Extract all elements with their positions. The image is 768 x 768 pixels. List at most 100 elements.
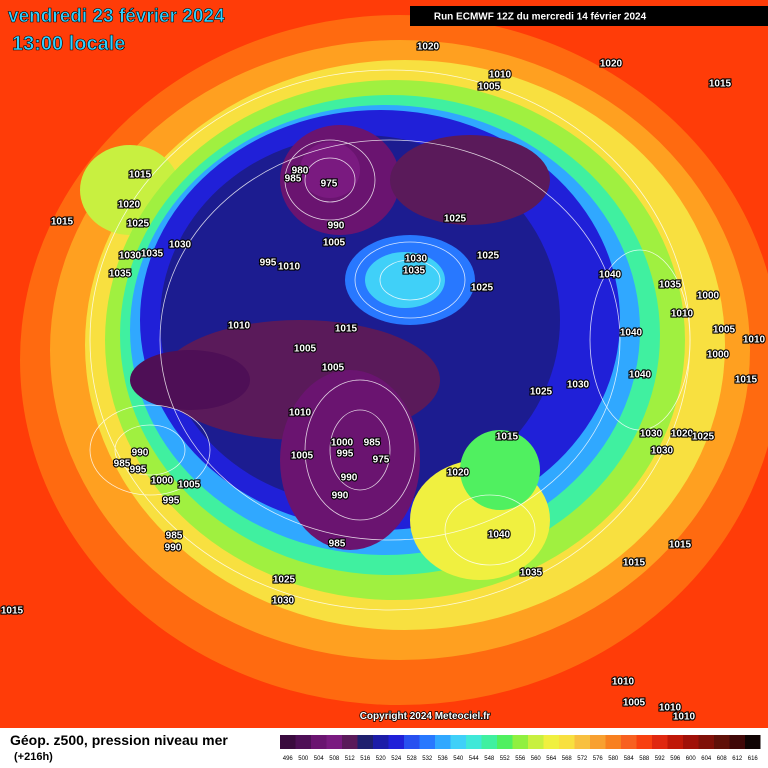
pressure-label: 1015 bbox=[669, 540, 692, 551]
legend-lead: (+216h) bbox=[14, 751, 53, 763]
pressure-label: 1035 bbox=[109, 269, 132, 280]
colorbar-swatch bbox=[652, 735, 668, 749]
pressure-label: 1040 bbox=[488, 530, 511, 541]
pressure-label: 1005 bbox=[323, 238, 346, 249]
pressure-label: 1025 bbox=[530, 387, 553, 398]
colorbar-label: 496 bbox=[283, 756, 294, 762]
colorbar-label: 540 bbox=[453, 756, 464, 762]
colorbar-label: 560 bbox=[531, 756, 542, 762]
pressure-label: 985 bbox=[329, 539, 346, 550]
colorbar-swatch bbox=[590, 735, 606, 749]
colorbar-label: 604 bbox=[701, 756, 712, 762]
pressure-label: 1000 bbox=[697, 291, 720, 302]
pressure-label: 985 bbox=[114, 459, 131, 470]
colorbar-swatch bbox=[543, 735, 559, 749]
pressure-label: 995 bbox=[130, 465, 147, 476]
pressure-label: 980 bbox=[292, 166, 309, 177]
colorbar-label: 608 bbox=[717, 756, 728, 762]
pressure-label: 1000 bbox=[151, 476, 174, 487]
run-box bbox=[410, 6, 768, 26]
pressure-label: 985 bbox=[166, 531, 183, 542]
colorbar-swatch bbox=[745, 735, 761, 749]
colorbar-swatch bbox=[621, 735, 637, 749]
colorbar-swatch bbox=[466, 735, 482, 749]
colorbar-swatch bbox=[326, 735, 342, 749]
colorbar-swatch bbox=[605, 735, 621, 749]
colorbar-swatch bbox=[419, 735, 435, 749]
pressure-label: 1005 bbox=[713, 325, 736, 336]
pressure-label: 1015 bbox=[1, 606, 24, 617]
colorbar-label: 568 bbox=[562, 756, 573, 762]
colorbar-swatch bbox=[528, 735, 544, 749]
pressure-label: 1010 bbox=[671, 309, 694, 320]
colorbar-label: 612 bbox=[732, 756, 743, 762]
colorbar-label: 584 bbox=[624, 756, 635, 762]
pressure-label: 1010 bbox=[673, 712, 696, 723]
pressure-label: 1015 bbox=[129, 170, 152, 181]
pressure-label: 990 bbox=[132, 448, 149, 459]
pressure-label: 995 bbox=[337, 449, 354, 460]
colorbar-label: 556 bbox=[515, 756, 526, 762]
pressure-label: 1030 bbox=[651, 446, 674, 457]
pressure-label: 1005 bbox=[623, 698, 646, 709]
colorbar-label: 548 bbox=[484, 756, 495, 762]
title-time: 13:00 locale bbox=[12, 33, 125, 55]
colorbar-label: 552 bbox=[500, 756, 511, 762]
pressure-labels: 1020102010151010100510151020102510151030… bbox=[0, 41, 767, 724]
colorbar-swatch bbox=[404, 735, 420, 749]
colorbar-label: 576 bbox=[593, 756, 604, 762]
colorbar-label: 616 bbox=[748, 756, 759, 762]
pressure-label: 1005 bbox=[178, 480, 201, 491]
pressure-label: 1020 bbox=[671, 429, 694, 440]
pressure-label: 985 bbox=[364, 438, 381, 449]
copyright: Copyright 2024 Meteociel.fr bbox=[360, 711, 491, 722]
colorbar-label: 504 bbox=[314, 756, 325, 762]
colorbar-swatch bbox=[512, 735, 528, 749]
pressure-label: 985 bbox=[285, 174, 302, 185]
pressure-label: 1010 bbox=[489, 70, 512, 81]
pressure-label: 1005 bbox=[291, 451, 314, 462]
colorbar-label: 600 bbox=[686, 756, 697, 762]
colorbar-swatch bbox=[714, 735, 730, 749]
pressure-label: 1005 bbox=[294, 344, 317, 355]
pressure-label: 975 bbox=[373, 455, 390, 466]
pressure-label: 995 bbox=[163, 496, 180, 507]
pressure-label: 1015 bbox=[735, 375, 758, 386]
colorbar-label: 596 bbox=[670, 756, 681, 762]
colorbar-label: 516 bbox=[360, 756, 371, 762]
pressure-label: 990 bbox=[328, 221, 345, 232]
colorbar-label: 588 bbox=[639, 756, 650, 762]
pressure-label: 1030 bbox=[405, 254, 428, 265]
colorbar-swatch bbox=[450, 735, 466, 749]
pressure-label: 1025 bbox=[273, 575, 296, 586]
colorbar: 496 500 504 508 512 516 520 524 528 532 536 540 544 5… bbox=[280, 735, 761, 762]
colorbar-swatch bbox=[559, 735, 575, 749]
pressure-label: 1025 bbox=[477, 251, 500, 262]
colorbar-swatch bbox=[295, 735, 311, 749]
colorbar-label: 580 bbox=[608, 756, 619, 762]
pressure-label: 1015 bbox=[335, 324, 358, 335]
colorbar-label: 524 bbox=[391, 756, 402, 762]
colorbar-swatch bbox=[497, 735, 513, 749]
pressure-label: 1025 bbox=[692, 432, 715, 443]
pressure-label: 1015 bbox=[709, 79, 732, 90]
pressure-label: 1010 bbox=[659, 703, 682, 714]
pressure-label: 1005 bbox=[478, 82, 501, 93]
pressure-label: 1005 bbox=[322, 363, 345, 374]
legend-title: Géop. z500, pression niveau mer bbox=[10, 732, 228, 748]
colorbar-swatch bbox=[280, 735, 296, 749]
pressure-label: 1035 bbox=[141, 249, 164, 260]
pressure-label: 1015 bbox=[51, 217, 74, 228]
pressure-label: 1040 bbox=[599, 270, 622, 281]
colorbar-label: 500 bbox=[298, 756, 309, 762]
pressure-label: 1010 bbox=[743, 335, 766, 346]
pressure-label: 975 bbox=[321, 179, 338, 190]
colorbar-swatch bbox=[311, 735, 327, 749]
pressure-label: 1035 bbox=[520, 568, 543, 579]
pressure-label: 1020 bbox=[447, 468, 470, 479]
colorbar-label: 564 bbox=[546, 756, 557, 762]
pressure-label: 1010 bbox=[289, 408, 312, 419]
colorbar-label: 508 bbox=[329, 756, 340, 762]
